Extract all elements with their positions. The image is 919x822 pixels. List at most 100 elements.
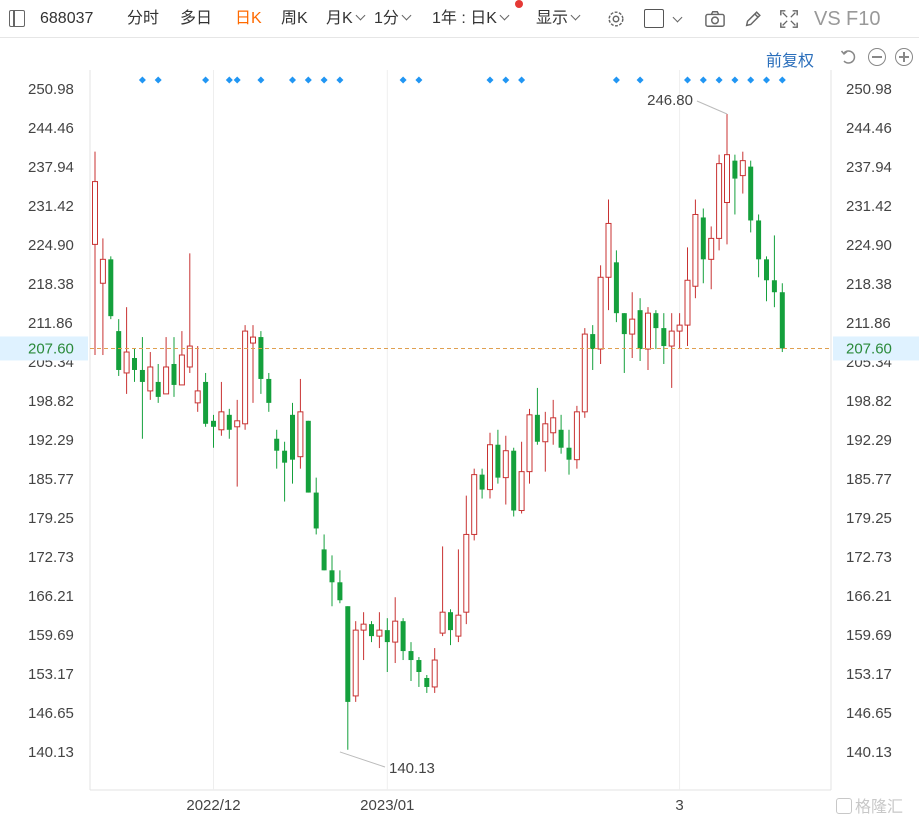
candle-body: [384, 630, 390, 643]
tab-monthly-k-label: 月K: [326, 10, 353, 27]
candle-body: [511, 450, 517, 511]
candle-body: [756, 220, 762, 260]
x-tick-label: 2022/12: [186, 797, 240, 814]
candle-body: [700, 217, 706, 260]
zoom-in-icon[interactable]: [895, 48, 913, 66]
forward-adjust-button[interactable]: 前复权: [766, 53, 815, 70]
tab-daily-k[interactable]: 日K: [235, 10, 262, 27]
event-marker: [502, 76, 510, 84]
candle-body: [178, 354, 185, 386]
candle: [518, 441, 525, 514]
candle-body: [282, 450, 288, 463]
fullscreen-icon[interactable]: [778, 9, 800, 29]
candle: [218, 381, 225, 436]
x-axis-labels: 2022/12 2023/01 3: [186, 797, 683, 814]
candle-body: [352, 629, 359, 697]
y-tick-label-left: 244.46: [28, 120, 74, 137]
candle: [590, 325, 596, 370]
candle-body: [764, 259, 769, 281]
f10-button[interactable]: F10: [846, 8, 881, 30]
y-tick-label-right: 231.42: [846, 198, 892, 215]
candle-body: [573, 411, 580, 461]
candle: [558, 414, 564, 454]
current-price: 207.60 207.60: [0, 336, 919, 361]
period-select-label: 1年 : 日K: [432, 10, 497, 27]
candle-body: [139, 369, 145, 382]
candle: [139, 337, 145, 439]
period-select[interactable]: 1年 : 日K: [432, 9, 510, 29]
candle-body: [226, 414, 232, 430]
tab-monthly-k[interactable]: 月K: [326, 9, 366, 29]
event-marker: [747, 76, 755, 84]
display-select-label: 显示: [536, 10, 569, 27]
candle: [297, 378, 304, 469]
candle: [290, 402, 295, 484]
event-marker: [715, 76, 723, 84]
candle-body: [724, 154, 730, 204]
candle-body: [186, 345, 193, 368]
y-tick-label-left: 224.90: [28, 237, 74, 254]
candle-body: [92, 181, 98, 245]
y-tick-label-right: 146.65: [846, 705, 892, 722]
display-select[interactable]: 显示: [536, 9, 581, 29]
undo-icon[interactable]: [840, 48, 858, 66]
sidebar-icon[interactable]: [9, 10, 25, 27]
current-price-badge-right: [833, 336, 919, 361]
candle-body: [345, 606, 351, 702]
minute-select[interactable]: 1分: [374, 9, 412, 29]
high-leader-line: [696, 100, 728, 115]
candle: [692, 199, 699, 299]
candle-body: [155, 381, 161, 397]
tab-intraday[interactable]: 分时: [127, 10, 160, 27]
candle: [597, 265, 604, 364]
zoom-out-icon[interactable]: [868, 48, 886, 66]
candle: [360, 612, 367, 661]
event-marker: [289, 76, 296, 84]
candle: [526, 408, 533, 484]
candle: [186, 253, 193, 373]
current-price-badge-left: [0, 336, 88, 361]
y-tick-label-left: 159.69: [28, 627, 74, 644]
candle: [542, 411, 549, 472]
candle: [337, 570, 343, 604]
event-marker: [731, 76, 739, 84]
vs-button[interactable]: VS: [814, 8, 841, 30]
candle: [605, 199, 612, 311]
y-tick-label-right: 166.21: [846, 588, 892, 605]
candle: [653, 310, 659, 350]
low-leader-line: [339, 751, 386, 768]
pencil-icon[interactable]: [742, 9, 764, 29]
candle-body: [668, 330, 675, 347]
watermark-logo-icon: [836, 798, 852, 814]
tab-weekly-k[interactable]: 周K: [281, 10, 308, 27]
tab-multi-day[interactable]: 多日: [180, 10, 213, 27]
candle-body: [676, 324, 683, 332]
candle: [321, 534, 327, 571]
square-icon[interactable]: [644, 9, 664, 28]
candle: [266, 372, 272, 412]
candle-body: [242, 330, 249, 425]
candle-body: [471, 474, 478, 535]
candle-body: [274, 438, 280, 451]
event-marker: [320, 76, 328, 84]
candle-body: [392, 620, 399, 643]
candle: [511, 447, 517, 517]
candle: [226, 408, 232, 439]
event-marker: [399, 76, 407, 84]
candle: [779, 283, 785, 353]
y-tick-label-right: 198.82: [846, 393, 892, 410]
y-tick-label-right: 244.46: [846, 120, 892, 137]
candle: [771, 235, 777, 308]
y-tick-label-left: 166.21: [28, 588, 74, 605]
camera-icon[interactable]: [704, 9, 726, 29]
candle-body: [550, 417, 557, 434]
candle-body: [321, 549, 327, 571]
y-tick-label-left: 211.86: [28, 315, 73, 332]
candle: [376, 612, 383, 649]
y-tick-label-right: 172.73: [846, 549, 892, 566]
event-marker: [518, 76, 526, 84]
candle: [345, 606, 351, 750]
y-tick-label-right: 153.17: [846, 666, 892, 683]
gear-icon[interactable]: [605, 9, 627, 29]
